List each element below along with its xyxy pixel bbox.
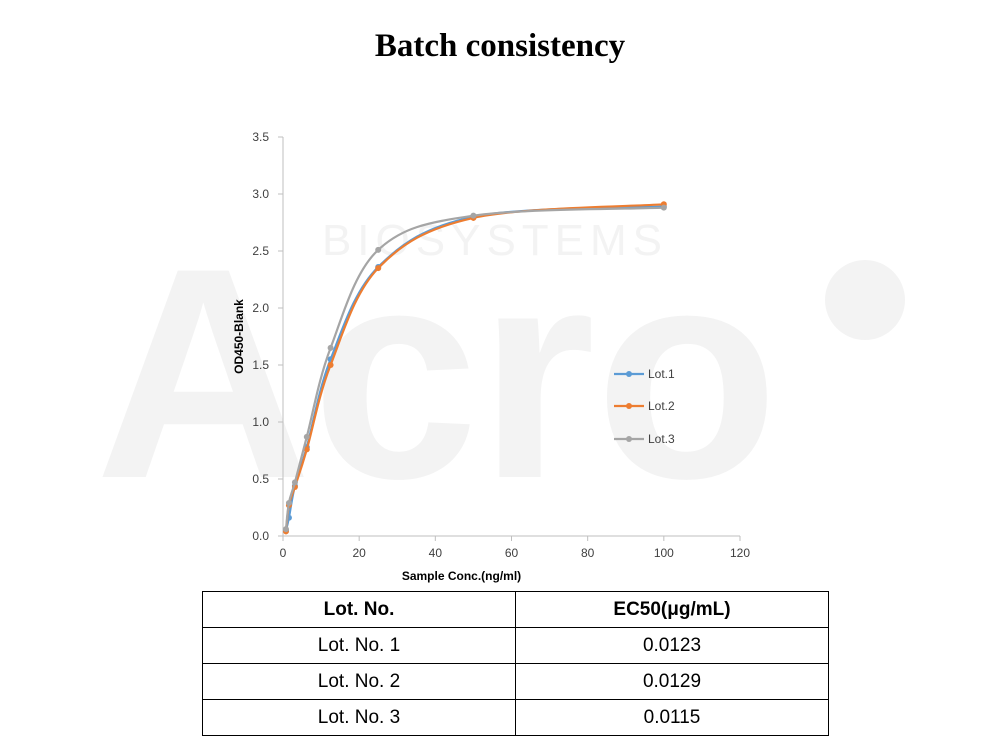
legend-marker-lot-3 [626,436,632,442]
legend-label-lot-2: Lot.2 [648,399,675,413]
data-point-lot-2 [375,265,382,272]
od450-chart: 0.0 0.5 1.0 1.5 2.0 2.5 3.0 3.5 0 20 40 60 80 100 120 S… [232,130,750,583]
table-row: Lot. No. 3 0.0115 [202,699,829,736]
x-tick-label: 120 [730,546,750,560]
data-point-lot-3 [282,526,289,533]
cell-ec50: 0.0115 [515,699,829,736]
header-ec50: EC50(μg/mL) [515,591,829,628]
legend-label-lot-3: Lot.3 [648,432,675,446]
legend-marker-lot-1 [626,371,632,377]
x-tick-label: 20 [352,546,366,560]
data-point-lot-3 [660,204,667,211]
y-axis-label: OD450-Blank [232,299,246,374]
y-tick-label: 0.0 [252,529,269,543]
x-tick-label: 60 [505,546,519,560]
table-row: Lot. No. 1 0.0123 [202,627,829,664]
x-tick-label: 80 [581,546,595,560]
data-point-lot-3 [285,499,292,506]
y-tick-label: 1.5 [252,358,269,372]
cell-ec50: 0.0129 [515,663,829,700]
data-point-lot-3 [291,479,298,486]
cell-lot: Lot. No. 2 [202,663,516,700]
data-point-lot-2 [327,362,334,368]
y-tick-label: 2.5 [252,244,269,258]
cell-lot: Lot. No. 3 [202,699,516,736]
y-tick-label: 0.5 [252,472,269,486]
ec50-table: Lot. No. EC50(μg/mL) Lot. No. 1 0.0123 L… [202,591,829,736]
table-row: Lot. No. 2 0.0129 [202,663,829,700]
legend-marker-lot-2 [626,403,632,409]
data-point-lot-3 [327,344,334,351]
x-tick-label: 100 [654,546,674,560]
data-point-lot-2 [303,446,310,453]
y-tick-label: 3.0 [252,187,269,201]
legend-label-lot-1: Lot.1 [648,367,675,381]
cell-lot: Lot. No. 1 [202,627,516,664]
table-header-row: Lot. No. EC50(μg/mL) [202,591,829,628]
x-tick-label: 40 [429,546,443,560]
y-tick-label: 2.0 [252,301,269,315]
y-tick-label: 3.5 [252,130,269,144]
cell-ec50: 0.0123 [515,627,829,664]
page-title: Batch consistency [374,28,626,64]
y-tick-label: 1.0 [252,415,269,429]
series-line-lot-2 [284,203,664,532]
series-line-lot-3 [284,206,664,530]
series-line-lot-1 [284,205,664,531]
data-point-lot-3 [375,246,382,253]
header-lot-no: Lot. No. [202,591,516,628]
x-tick-label: 0 [280,546,287,560]
x-axis-label: Sample Conc.(ng/ml) [402,569,521,583]
data-point-lot-3 [303,433,310,440]
data-point-lot-3 [470,212,477,219]
